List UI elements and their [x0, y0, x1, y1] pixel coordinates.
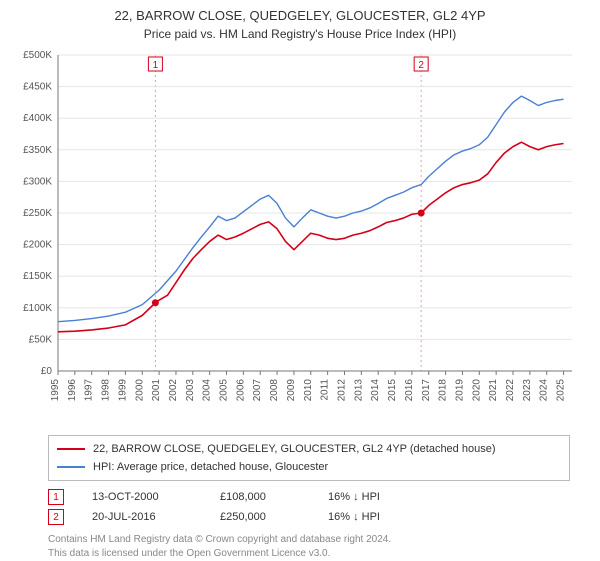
svg-text:2007: 2007 [252, 379, 263, 402]
svg-text:2025: 2025 [556, 379, 567, 402]
svg-text:1997: 1997 [84, 379, 95, 402]
svg-text:£100K: £100K [23, 303, 52, 314]
svg-text:£150K: £150K [23, 271, 52, 282]
svg-text:2016: 2016 [404, 379, 415, 402]
svg-text:2014: 2014 [370, 379, 381, 402]
legend-row: 22, BARROW CLOSE, QUEDGELEY, GLOUCESTER,… [57, 440, 561, 458]
svg-text:2015: 2015 [387, 379, 398, 402]
svg-text:£300K: £300K [23, 176, 52, 187]
svg-text:2004: 2004 [202, 379, 213, 402]
legend: 22, BARROW CLOSE, QUEDGELEY, GLOUCESTER,… [48, 435, 570, 481]
svg-text:1: 1 [153, 60, 159, 71]
svg-text:2022: 2022 [505, 379, 516, 402]
marker-chip: 2 [48, 509, 64, 525]
legend-label: HPI: Average price, detached house, Glou… [93, 461, 328, 473]
marker-date: 13-OCT-2000 [92, 491, 192, 503]
svg-text:2005: 2005 [219, 379, 230, 402]
svg-text:2020: 2020 [471, 379, 482, 402]
legend-row: HPI: Average price, detached house, Glou… [57, 458, 561, 476]
footer-line-1: Contains HM Land Registry data © Crown c… [48, 533, 570, 547]
footer-attribution: Contains HM Land Registry data © Crown c… [48, 533, 570, 561]
svg-text:£450K: £450K [23, 82, 52, 93]
marker-date: 20-JUL-2016 [92, 511, 192, 523]
marker-price: £108,000 [220, 491, 300, 503]
legend-label: 22, BARROW CLOSE, QUEDGELEY, GLOUCESTER,… [93, 443, 495, 455]
svg-text:2011: 2011 [320, 379, 331, 401]
svg-text:2010: 2010 [303, 379, 314, 402]
marker-chip: 1 [48, 489, 64, 505]
svg-text:£250K: £250K [23, 208, 52, 219]
marker-row: 1 13-OCT-2000 £108,000 16% ↓ HPI [48, 487, 570, 507]
svg-text:2017: 2017 [421, 379, 432, 402]
svg-text:1999: 1999 [117, 379, 128, 402]
marker-row: 2 20-JUL-2016 £250,000 16% ↓ HPI [48, 507, 570, 527]
line-chart-svg: £0 £50K £100K £150K £200K £250K £300K £350K £400… [0, 47, 600, 427]
svg-text:1998: 1998 [101, 379, 112, 402]
svg-text:£500K: £500K [23, 50, 52, 61]
footer-line-2: This data is licensed under the Open Gov… [48, 547, 570, 561]
svg-text:2002: 2002 [168, 379, 179, 402]
svg-text:£400K: £400K [23, 113, 52, 124]
svg-text:2023: 2023 [522, 379, 533, 402]
marker-note: 16% ↓ HPI [328, 511, 380, 523]
svg-text:2003: 2003 [185, 379, 196, 402]
marker-price: £250,000 [220, 511, 300, 523]
svg-text:2012: 2012 [336, 379, 347, 402]
marker-note: 16% ↓ HPI [328, 491, 380, 503]
svg-text:2009: 2009 [286, 379, 297, 402]
svg-text:£50K: £50K [29, 334, 53, 345]
svg-text:2018: 2018 [438, 379, 449, 402]
svg-text:2013: 2013 [353, 379, 364, 402]
svg-text:2008: 2008 [269, 379, 280, 402]
chart-title-sub: Price paid vs. HM Land Registry's House … [0, 27, 600, 41]
svg-text:2019: 2019 [454, 379, 465, 402]
svg-text:2001: 2001 [151, 379, 162, 402]
svg-text:£200K: £200K [23, 240, 52, 251]
svg-text:2021: 2021 [488, 379, 499, 402]
svg-text:1995: 1995 [50, 379, 61, 402]
chart-area: £0 £50K £100K £150K £200K £250K £300K £350K £400… [0, 47, 600, 427]
svg-text:2024: 2024 [539, 379, 550, 402]
svg-text:£0: £0 [41, 366, 53, 377]
legend-swatch [57, 448, 85, 450]
svg-text:1996: 1996 [67, 379, 78, 402]
svg-text:2: 2 [418, 60, 424, 71]
svg-text:£350K: £350K [23, 145, 52, 156]
svg-text:2006: 2006 [235, 379, 246, 402]
legend-swatch [57, 466, 85, 468]
marker-table: 1 13-OCT-2000 £108,000 16% ↓ HPI 2 20-JUL-201… [48, 487, 570, 527]
chart-title-main: 22, BARROW CLOSE, QUEDGELEY, GLOUCESTER,… [0, 8, 600, 23]
svg-text:2000: 2000 [134, 379, 145, 402]
